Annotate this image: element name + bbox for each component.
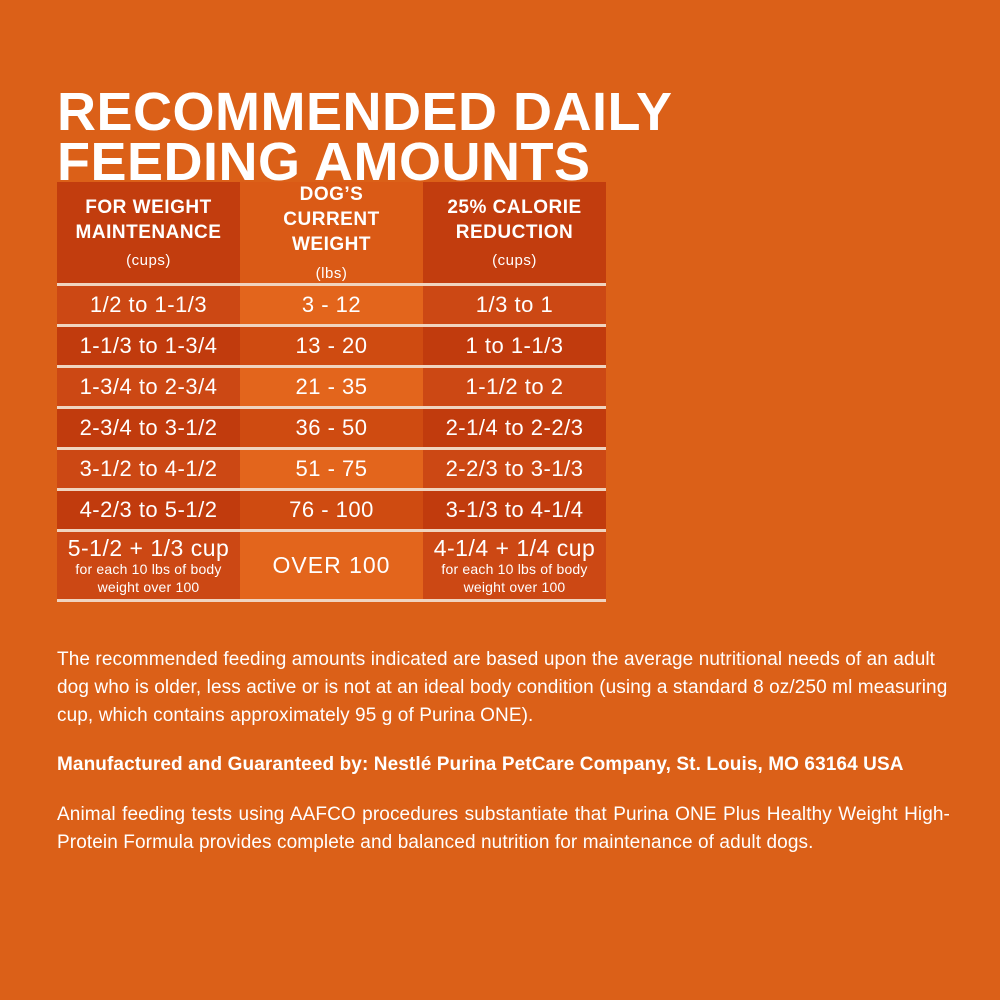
cell-maintenance: 1-1/3 to 1-3/4	[57, 327, 240, 365]
cell-reduction: 1-1/2 to 2	[423, 368, 606, 406]
cell-maintenance: 2-3/4 to 3-1/2	[57, 409, 240, 447]
cell-weight: 36 - 50	[240, 409, 423, 447]
cell-weight: 13 - 20	[240, 327, 423, 365]
cell-maintenance-over-100: 5-1/2 + 1/3 cup for each 10 lbs of body …	[57, 532, 240, 599]
table-row: 2-3/4 to 3-1/2 36 - 50 2-1/4 to 2-2/3	[57, 409, 606, 447]
cell-weight: 3 - 12	[240, 286, 423, 324]
table-header-row: FOR WEIGHT MAINTENANCE (cups) DOG’S CURR…	[57, 182, 606, 283]
cell-maintenance: 1-3/4 to 2-3/4	[57, 368, 240, 406]
cell-reduction: 2-1/4 to 2-2/3	[423, 409, 606, 447]
cell-reduction: 3-1/3 to 4-1/4	[423, 491, 606, 529]
page-title-line1: RECOMMENDED DAILY	[57, 82, 673, 143]
header-unit-weight: (lbs)	[315, 264, 348, 282]
table-row: 1-3/4 to 2-3/4 21 - 35 1-1/2 to 2	[57, 368, 606, 406]
table-row: 3-1/2 to 4-1/2 51 - 75 2-2/3 to 3-1/3	[57, 450, 606, 488]
header-cell-weight: DOG’S CURRENT WEIGHT (lbs)	[240, 182, 423, 283]
cell-reduction-over-100: 4-1/4 + 1/4 cup for each 10 lbs of body …	[423, 532, 606, 599]
note-manufacturer: Manufactured and Guaranteed by: Nestlé P…	[57, 754, 904, 775]
cell-weight: 51 - 75	[240, 450, 423, 488]
cell-reduction: 2-2/3 to 3-1/3	[423, 450, 606, 488]
page-title-line2: FEEDING AMOUNTS	[57, 132, 591, 193]
cell-weight: 21 - 35	[240, 368, 423, 406]
header-cell-maintenance: FOR WEIGHT MAINTENANCE (cups)	[57, 182, 240, 283]
cell-reduction: 1 to 1-1/3	[423, 327, 606, 365]
header-unit-reduction: (cups)	[492, 252, 537, 270]
table-row: 4-2/3 to 5-1/2 76 - 100 3-1/3 to 4-1/4	[57, 491, 606, 529]
cell-reduction-note: for each 10 lbs of body weight over 100	[441, 561, 588, 595]
cell-reduction-amount: 4-1/4 + 1/4 cup	[433, 534, 596, 561]
header-title-maintenance: FOR WEIGHT MAINTENANCE	[75, 196, 222, 243]
table-row-over-100: 5-1/2 + 1/3 cup for each 10 lbs of body …	[57, 532, 606, 599]
feeding-table: FOR WEIGHT MAINTENANCE (cups) DOG’S CURR…	[57, 182, 606, 602]
table-row: 1/2 to 1-1/3 3 - 12 1/3 to 1	[57, 286, 606, 324]
cell-weight-over-100: OVER 100	[240, 532, 423, 599]
header-cell-reduction: 25% CALORIE REDUCTION (cups)	[423, 182, 606, 283]
cell-maintenance: 4-2/3 to 5-1/2	[57, 491, 240, 529]
header-unit-maintenance: (cups)	[126, 252, 171, 270]
header-title-reduction: 25% CALORIE REDUCTION	[447, 196, 582, 243]
cell-maintenance-note: for each 10 lbs of body weight over 100	[75, 561, 222, 595]
cell-maintenance: 1/2 to 1-1/3	[57, 286, 240, 324]
header-title-weight: DOG’S CURRENT WEIGHT	[283, 184, 380, 255]
table-row: 1-1/3 to 1-3/4 13 - 20 1 to 1-1/3	[57, 327, 606, 365]
cell-maintenance-amount: 5-1/2 + 1/3 cup	[67, 534, 230, 561]
cell-reduction: 1/3 to 1	[423, 286, 606, 324]
cell-weight: 76 - 100	[240, 491, 423, 529]
note-feeding-basis: The recommended feeding amounts indicate…	[57, 649, 948, 726]
cell-maintenance: 3-1/2 to 4-1/2	[57, 450, 240, 488]
page-title: RECOMMENDED DAILY FEEDING AMOUNTS	[57, 82, 673, 193]
note-aafco: Animal feeding tests using AAFCO procedu…	[57, 804, 950, 853]
